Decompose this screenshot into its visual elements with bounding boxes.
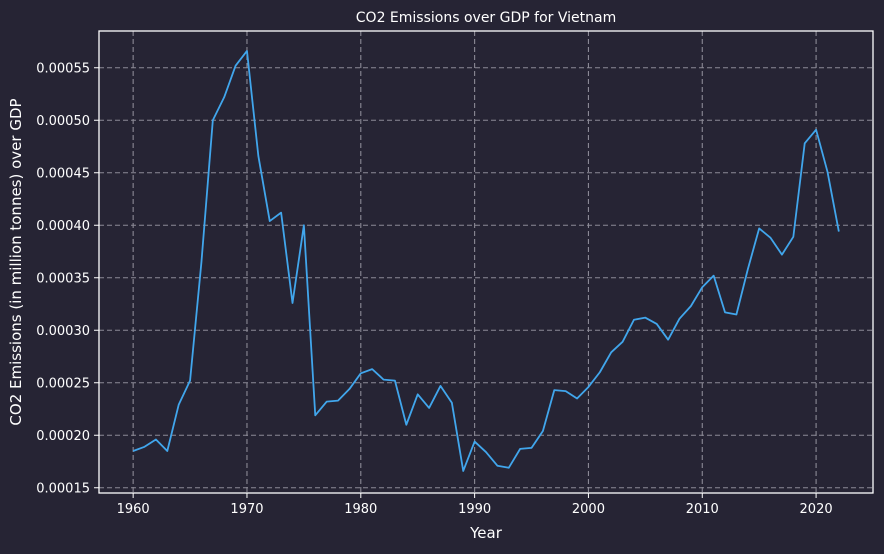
y-tick-label: 0.00035: [36, 271, 90, 286]
x-tick-label: 2020: [800, 502, 833, 517]
chart-title: CO2 Emissions over GDP for Vietnam: [356, 10, 616, 26]
y-tick-label: 0.00050: [36, 114, 90, 129]
y-tick-label: 0.00030: [36, 324, 90, 339]
x-tick-label: 2000: [572, 502, 605, 517]
plot-area: [132, 50, 840, 472]
x-tick-label: 2010: [686, 502, 719, 517]
y-tick-label: 0.00025: [36, 376, 90, 391]
x-tick-label: 1980: [344, 502, 377, 517]
grid: [99, 31, 873, 493]
y-axis-label: CO2 Emissions (in million tonnes) over G…: [7, 98, 25, 425]
y-tick-label: 0.00040: [36, 219, 90, 234]
y-tick-label: 0.00020: [36, 429, 90, 444]
y-tick-label: 0.00045: [36, 166, 90, 181]
y-tick-label: 0.00015: [36, 481, 90, 496]
x-tick-label: 1960: [117, 502, 150, 517]
series-line: [132, 50, 840, 472]
y-tick-label: 0.00055: [36, 61, 90, 76]
axes-frame: [98, 30, 874, 494]
x-tick-label: 1970: [230, 502, 263, 517]
x-axis-label: Year: [469, 524, 503, 542]
x-tick-label: 1990: [458, 502, 491, 517]
axis-ticks: 1960 1970 1980 1990 2000 2010 2020 0.00015 0.000…: [36, 61, 832, 517]
